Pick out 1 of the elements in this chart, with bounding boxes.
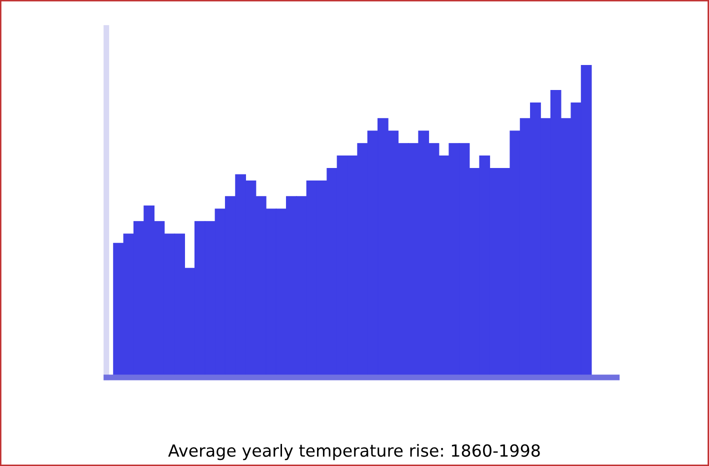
text: Average yearly temperature rise: 1860-1998 <box>168 444 540 460</box>
